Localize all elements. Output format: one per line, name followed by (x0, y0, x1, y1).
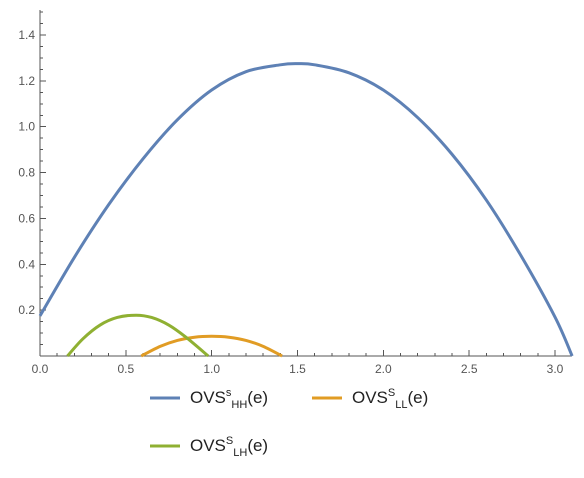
x-tick-label: 1.5 (289, 362, 306, 376)
legend: OVSsHH(e) OVSSLL(e) OVSSLH(e) (150, 387, 428, 459)
y-tick-label: 1.4 (18, 28, 35, 42)
x-tick-label: 2.5 (461, 362, 478, 376)
y-tick-label: 0.6 (18, 211, 35, 225)
legend-label: OVSsHH(e) (190, 387, 268, 411)
legend-label: OVSSLH(e) (190, 435, 268, 459)
legend-entry-ll: OVSSLL(e) (312, 387, 428, 411)
y-tick-label: 0.4 (18, 257, 35, 271)
x-tick-label: 1.0 (203, 362, 220, 376)
axes-layer: 0.0 0.5 1.0 1.5 2.0 2.5 3.0 0.2 0.4 0.6 0.8 1.0 1.2 1… (18, 10, 572, 376)
legend-label: OVSSLL(e) (352, 387, 428, 411)
series-layer (38, 62, 574, 358)
series-line-lh (66, 313, 210, 358)
series-line-ll (140, 334, 283, 358)
y-tick-label: 1.0 (18, 120, 35, 134)
series-line-hh (38, 62, 574, 357)
x-tick-label: 0.0 (32, 362, 49, 376)
y-tick-label: 1.2 (18, 74, 35, 88)
legend-entry-lh: OVSSLH(e) (150, 435, 268, 459)
y-tick-label: 0.2 (18, 303, 35, 317)
x-tick-label: 3.0 (547, 362, 564, 376)
x-tick-label: 0.5 (117, 362, 134, 376)
legend-entry-hh: OVSsHH(e) (150, 387, 268, 411)
x-tick-label: 2.0 (375, 362, 392, 376)
y-tick-label: 0.8 (18, 166, 35, 180)
